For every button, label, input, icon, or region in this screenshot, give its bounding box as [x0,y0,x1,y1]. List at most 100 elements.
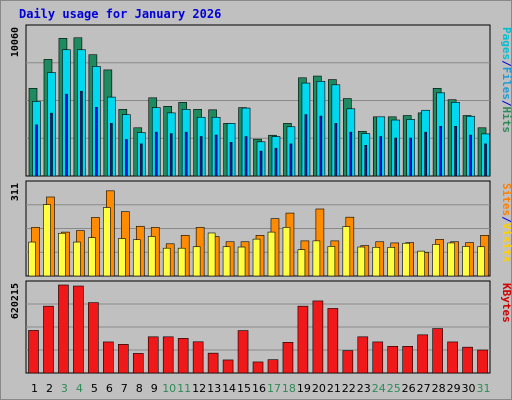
x-tick-day-11: 11 [177,382,191,395]
bar-sites-day-31 [477,246,485,277]
bar-kbytes-day-17 [267,359,279,374]
x-tick-day-5: 5 [91,382,98,395]
bar-pages-day-15 [244,136,248,177]
bar-pages-day-12 [199,136,203,177]
bar-pages-day-13 [214,134,218,177]
bar-kbytes-day-11 [177,338,189,374]
bar-kbytes-day-5 [88,302,99,374]
x-tick-day-2: 2 [46,382,53,395]
bar-sites-day-15 [237,246,246,277]
bar-sites-day-26 [402,242,410,277]
series-label-part: Files [500,67,512,100]
bar-pages-day-14 [229,142,233,177]
x-tick-day-23: 23 [357,382,371,395]
bar-pages-day-21 [334,123,338,177]
bar-kbytes-day-10 [162,336,174,374]
bar-kbytes-day-18 [282,342,294,374]
bar-pages-day-10 [169,133,173,177]
bar-pages-day-20 [319,115,323,177]
bar-sites-day-2 [43,204,51,277]
bar-sites-day-23 [357,246,366,277]
bar-sites-day-13 [207,232,216,277]
bar-kbytes-day-9 [147,336,159,374]
x-tick-day-16: 16 [252,382,266,395]
bar-sites-day-16 [252,238,261,277]
bar-pages-day-3 [65,93,68,177]
series-label-part: / [500,216,512,223]
x-tick-day-22: 22 [342,382,356,395]
bar-sites-day-5 [88,237,96,277]
bar-sites-day-30 [462,246,470,277]
bar-sites-day-8 [132,239,141,277]
x-tick-day-12: 12 [192,382,206,395]
x-tick-day-21: 21 [327,382,341,395]
bar-kbytes-day-26 [402,346,413,374]
bar-sites-day-22 [342,226,351,277]
x-tick-day-1: 1 [31,382,38,395]
bar-kbytes-day-29 [447,341,458,374]
bar-pages-day-11 [184,131,188,177]
bar-kbytes-day-6 [103,341,114,374]
bar-sites-day-24 [372,247,381,277]
series-label-part: KBytes [500,283,512,323]
bar-sites-day-7 [118,238,126,277]
bar-pages-day-31 [484,143,487,177]
bar-pages-day-7 [125,139,128,177]
series-label-part: Hits [500,107,512,134]
bar-kbytes-day-3 [58,284,69,374]
bar-kbytes-day-12 [192,341,204,374]
bar-kbytes-day-15 [237,330,249,374]
bar-pages-day-9 [154,131,158,177]
x-tick-day-14: 14 [222,382,236,395]
bar-pages-day-1 [35,124,38,177]
x-tick-day-8: 8 [136,382,143,395]
x-tick-day-3: 3 [61,382,68,395]
bar-pages-day-4 [80,90,83,177]
bar-kbytes-day-16 [252,361,264,374]
bar-pages-day-2 [50,112,53,177]
bar-pages-day-8 [139,143,143,177]
bar-kbytes-day-19 [297,305,309,374]
bar-pages-day-28 [439,126,442,177]
bar-kbytes-day-25 [387,346,399,374]
bar-sites-day-9 [147,236,156,277]
ymax-label-hits-files-pages: 10060 [10,27,21,57]
bar-sites-day-20 [312,240,321,277]
bar-sites-day-25 [387,247,396,277]
bar-kbytes-day-23 [357,336,369,374]
bar-kbytes-day-30 [462,346,473,374]
bar-kbytes-day-31 [477,349,488,374]
series-label-part: / [500,60,512,67]
bar-kbytes-day-4 [73,285,84,374]
x-tick-day-26: 26 [402,382,416,395]
x-tick-day-18: 18 [282,382,296,395]
x-tick-day-13: 13 [207,382,221,395]
bar-kbytes-day-7 [118,344,129,374]
x-tick-day-24: 24 [372,382,386,395]
bar-pages-day-30 [469,134,472,177]
bar-kbytes-day-13 [207,352,219,374]
x-tick-day-19: 19 [297,382,311,395]
bar-pages-day-24 [379,136,383,177]
series-label-visits-sites: Sites/Visits [500,183,512,263]
bar-sites-day-6 [103,207,111,277]
bar-pages-day-16 [259,150,263,177]
x-tick-day-29: 29 [447,382,461,395]
bar-kbytes-day-14 [222,359,234,374]
bar-pages-day-29 [454,126,457,177]
series-label-kbytes: KBytes [500,283,512,323]
bar-kbytes-day-27 [417,334,428,374]
x-tick-day-10: 10 [162,382,176,395]
x-tick-day-20: 20 [312,382,326,395]
bar-sites-day-14 [222,246,231,277]
bar-kbytes-day-2 [43,305,54,374]
bar-sites-day-4 [73,241,81,277]
x-tick-day-4: 4 [76,382,83,395]
bar-pages-day-19 [304,114,308,177]
x-tick-day-9: 9 [151,382,158,395]
x-tick-day-30: 30 [462,382,476,395]
bar-kbytes-day-20 [312,300,324,374]
bar-sites-day-21 [327,246,336,277]
series-label-part: / [500,100,512,107]
